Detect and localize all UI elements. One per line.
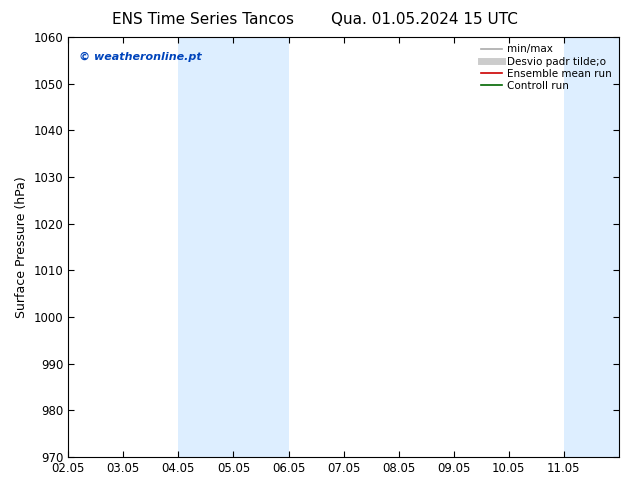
Bar <box>592 37 619 457</box>
Text: ENS Time Series Tancos: ENS Time Series Tancos <box>112 12 294 27</box>
Text: © weatheronline.pt: © weatheronline.pt <box>79 52 202 62</box>
Legend: min/max, Desvio padr tilde;o, Ensemble mean run, Controll run: min/max, Desvio padr tilde;o, Ensemble m… <box>477 40 616 95</box>
Bar <box>178 37 233 457</box>
Bar <box>564 37 592 457</box>
Y-axis label: Surface Pressure (hPa): Surface Pressure (hPa) <box>15 176 28 318</box>
Bar <box>233 37 288 457</box>
Text: Qua. 01.05.2024 15 UTC: Qua. 01.05.2024 15 UTC <box>332 12 518 27</box>
